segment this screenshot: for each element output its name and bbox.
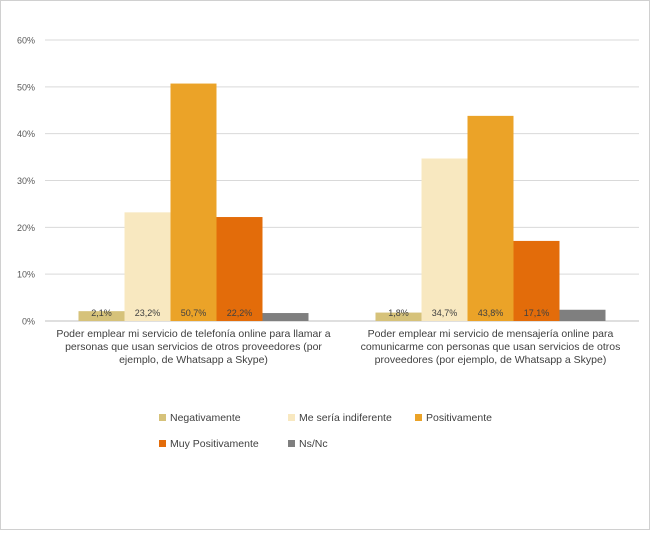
legend-swatch bbox=[159, 414, 166, 421]
legend-label: Negativamente bbox=[170, 412, 241, 424]
bar bbox=[421, 158, 468, 321]
bar bbox=[124, 212, 171, 321]
legend-label: Positivamente bbox=[426, 412, 492, 424]
x-category-label: Poder emplear mi servicio de telefonía o… bbox=[56, 328, 330, 366]
legend-swatch bbox=[415, 414, 422, 421]
legend-label: Ns/Nc bbox=[299, 438, 328, 450]
data-labels: 2,1% 1,8% 23,2% 34,7% 50,7% 43,8% 22,2% 17,1% bbox=[91, 308, 549, 318]
data-label: 23,2% bbox=[135, 308, 161, 318]
data-label: 17,1% bbox=[524, 308, 550, 318]
y-tick-label: 30% bbox=[17, 176, 35, 186]
x-category-label-line: Poder emplear mi servicio de mensajería … bbox=[368, 328, 614, 340]
x-category-label-line: ejemplo, de Whatsapp a Skype) bbox=[119, 354, 268, 366]
y-tick-label: 40% bbox=[17, 129, 35, 139]
y-tick-label: 10% bbox=[17, 270, 35, 280]
legend-swatch bbox=[288, 414, 295, 421]
bar bbox=[262, 313, 309, 321]
data-label: 22,2% bbox=[227, 308, 253, 318]
y-tick-label: 20% bbox=[17, 223, 35, 233]
data-label: 43,8% bbox=[478, 308, 504, 318]
x-axis-categories: Poder emplear mi servicio de telefonía o… bbox=[56, 328, 620, 366]
bar bbox=[513, 240, 560, 321]
data-label: 34,7% bbox=[432, 308, 458, 318]
y-tick-label: 60% bbox=[17, 36, 35, 46]
legend-label: Me sería indiferente bbox=[299, 412, 392, 424]
x-category-label-line: comunicarme con personas que usan servic… bbox=[361, 341, 621, 353]
y-tick-label: 50% bbox=[17, 82, 35, 92]
x-category-label: Poder emplear mi servicio de mensajería … bbox=[361, 328, 621, 366]
x-category-label-line: Poder emplear mi servicio de telefonía o… bbox=[56, 328, 330, 340]
data-label: 2,1% bbox=[91, 308, 112, 318]
y-axis-ticks: 0% 10% 20% 30% 40% 50% 60% bbox=[17, 36, 35, 327]
x-category-label-line: proveedores (por ejemplo, de Whatsapp a … bbox=[375, 354, 607, 366]
bar bbox=[559, 309, 606, 321]
y-tick-label: 0% bbox=[22, 317, 35, 327]
bar bbox=[467, 115, 514, 322]
bar bbox=[170, 83, 217, 322]
legend-swatch bbox=[288, 440, 295, 447]
legend-swatch bbox=[159, 440, 166, 447]
legend-label: Muy Positivamente bbox=[170, 438, 259, 450]
bar bbox=[78, 311, 125, 321]
bar bbox=[375, 312, 422, 321]
legend: Negativamente Me sería indiferente Positiv… bbox=[159, 412, 492, 450]
x-category-label-line: personas que usan servicios de otros pro… bbox=[65, 341, 322, 353]
data-label: 1,8% bbox=[388, 308, 409, 318]
data-label: 50,7% bbox=[181, 308, 207, 318]
bars bbox=[78, 83, 606, 322]
bar bbox=[216, 217, 263, 321]
